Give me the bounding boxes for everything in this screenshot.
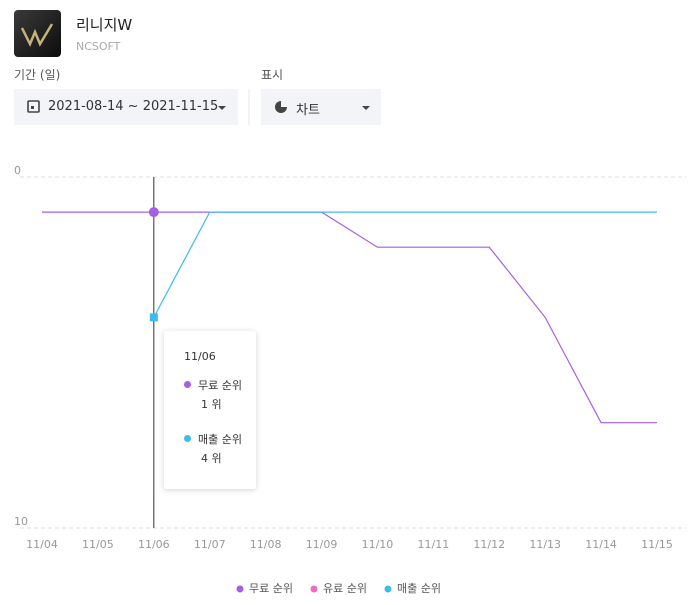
x-tick-label: 11/06 [138,538,170,551]
app-icon-logo [20,23,54,48]
display-label: 표시 [261,68,284,82]
x-tick-label: 11/10 [362,538,394,551]
period-label: 기간 (일) [14,68,61,82]
display-value[interactable]: 차트 [296,103,320,118]
period-select[interactable] [14,89,238,125]
x-tick-label: 11/13 [529,538,561,551]
legend-label: 무료 순위 [249,582,293,595]
calendar-icon-dot [31,106,34,109]
x-tick-label: 11/14 [585,538,617,551]
tooltip-dot [184,435,191,442]
app-name: 리니지W [76,16,133,34]
y-tick-label: 10 [14,515,28,528]
legend-dot [384,585,392,593]
caret [362,106,370,110]
legend-dot [310,585,318,593]
tooltip-dot [184,381,191,388]
tooltip-value: 1 위 [201,398,222,411]
y-tick-label: 0 [14,164,21,177]
pie-icon-slice [281,100,288,107]
tooltip-value: 4 위 [201,452,222,465]
tooltip-label: 무료 순위 [198,379,242,392]
app-icon [14,10,61,57]
calendar-icon [27,100,40,113]
period-value[interactable]: 2021-08-14 ~ 2021-11-15 [48,99,219,114]
x-tick-label: 11/05 [82,538,114,551]
series-line [153,211,657,318]
series-line [42,211,657,424]
x-tick-label: 11/09 [306,538,338,551]
developer: NCSOFT [76,40,121,53]
hover-marker [149,313,158,322]
x-tick-label: 11/12 [473,538,505,551]
x-tick-label: 11/04 [26,538,58,551]
x-tick-label: 11/11 [418,538,450,551]
x-tick-label: 11/08 [250,538,282,551]
hover-marker [148,207,159,218]
legend-label: 유료 순위 [323,582,367,595]
x-tick-label: 11/07 [194,538,226,551]
legend-dot [236,585,244,593]
x-tick-label: 11/15 [641,538,673,551]
legend-label: 매출 순위 [397,582,441,595]
tooltip-label: 매출 순위 [198,433,242,446]
tooltip: 11/06 무료 순위 1 위 매출 순위 4 위 [164,331,256,489]
tooltip-title: 11/06 [184,350,216,363]
caret [218,106,226,110]
